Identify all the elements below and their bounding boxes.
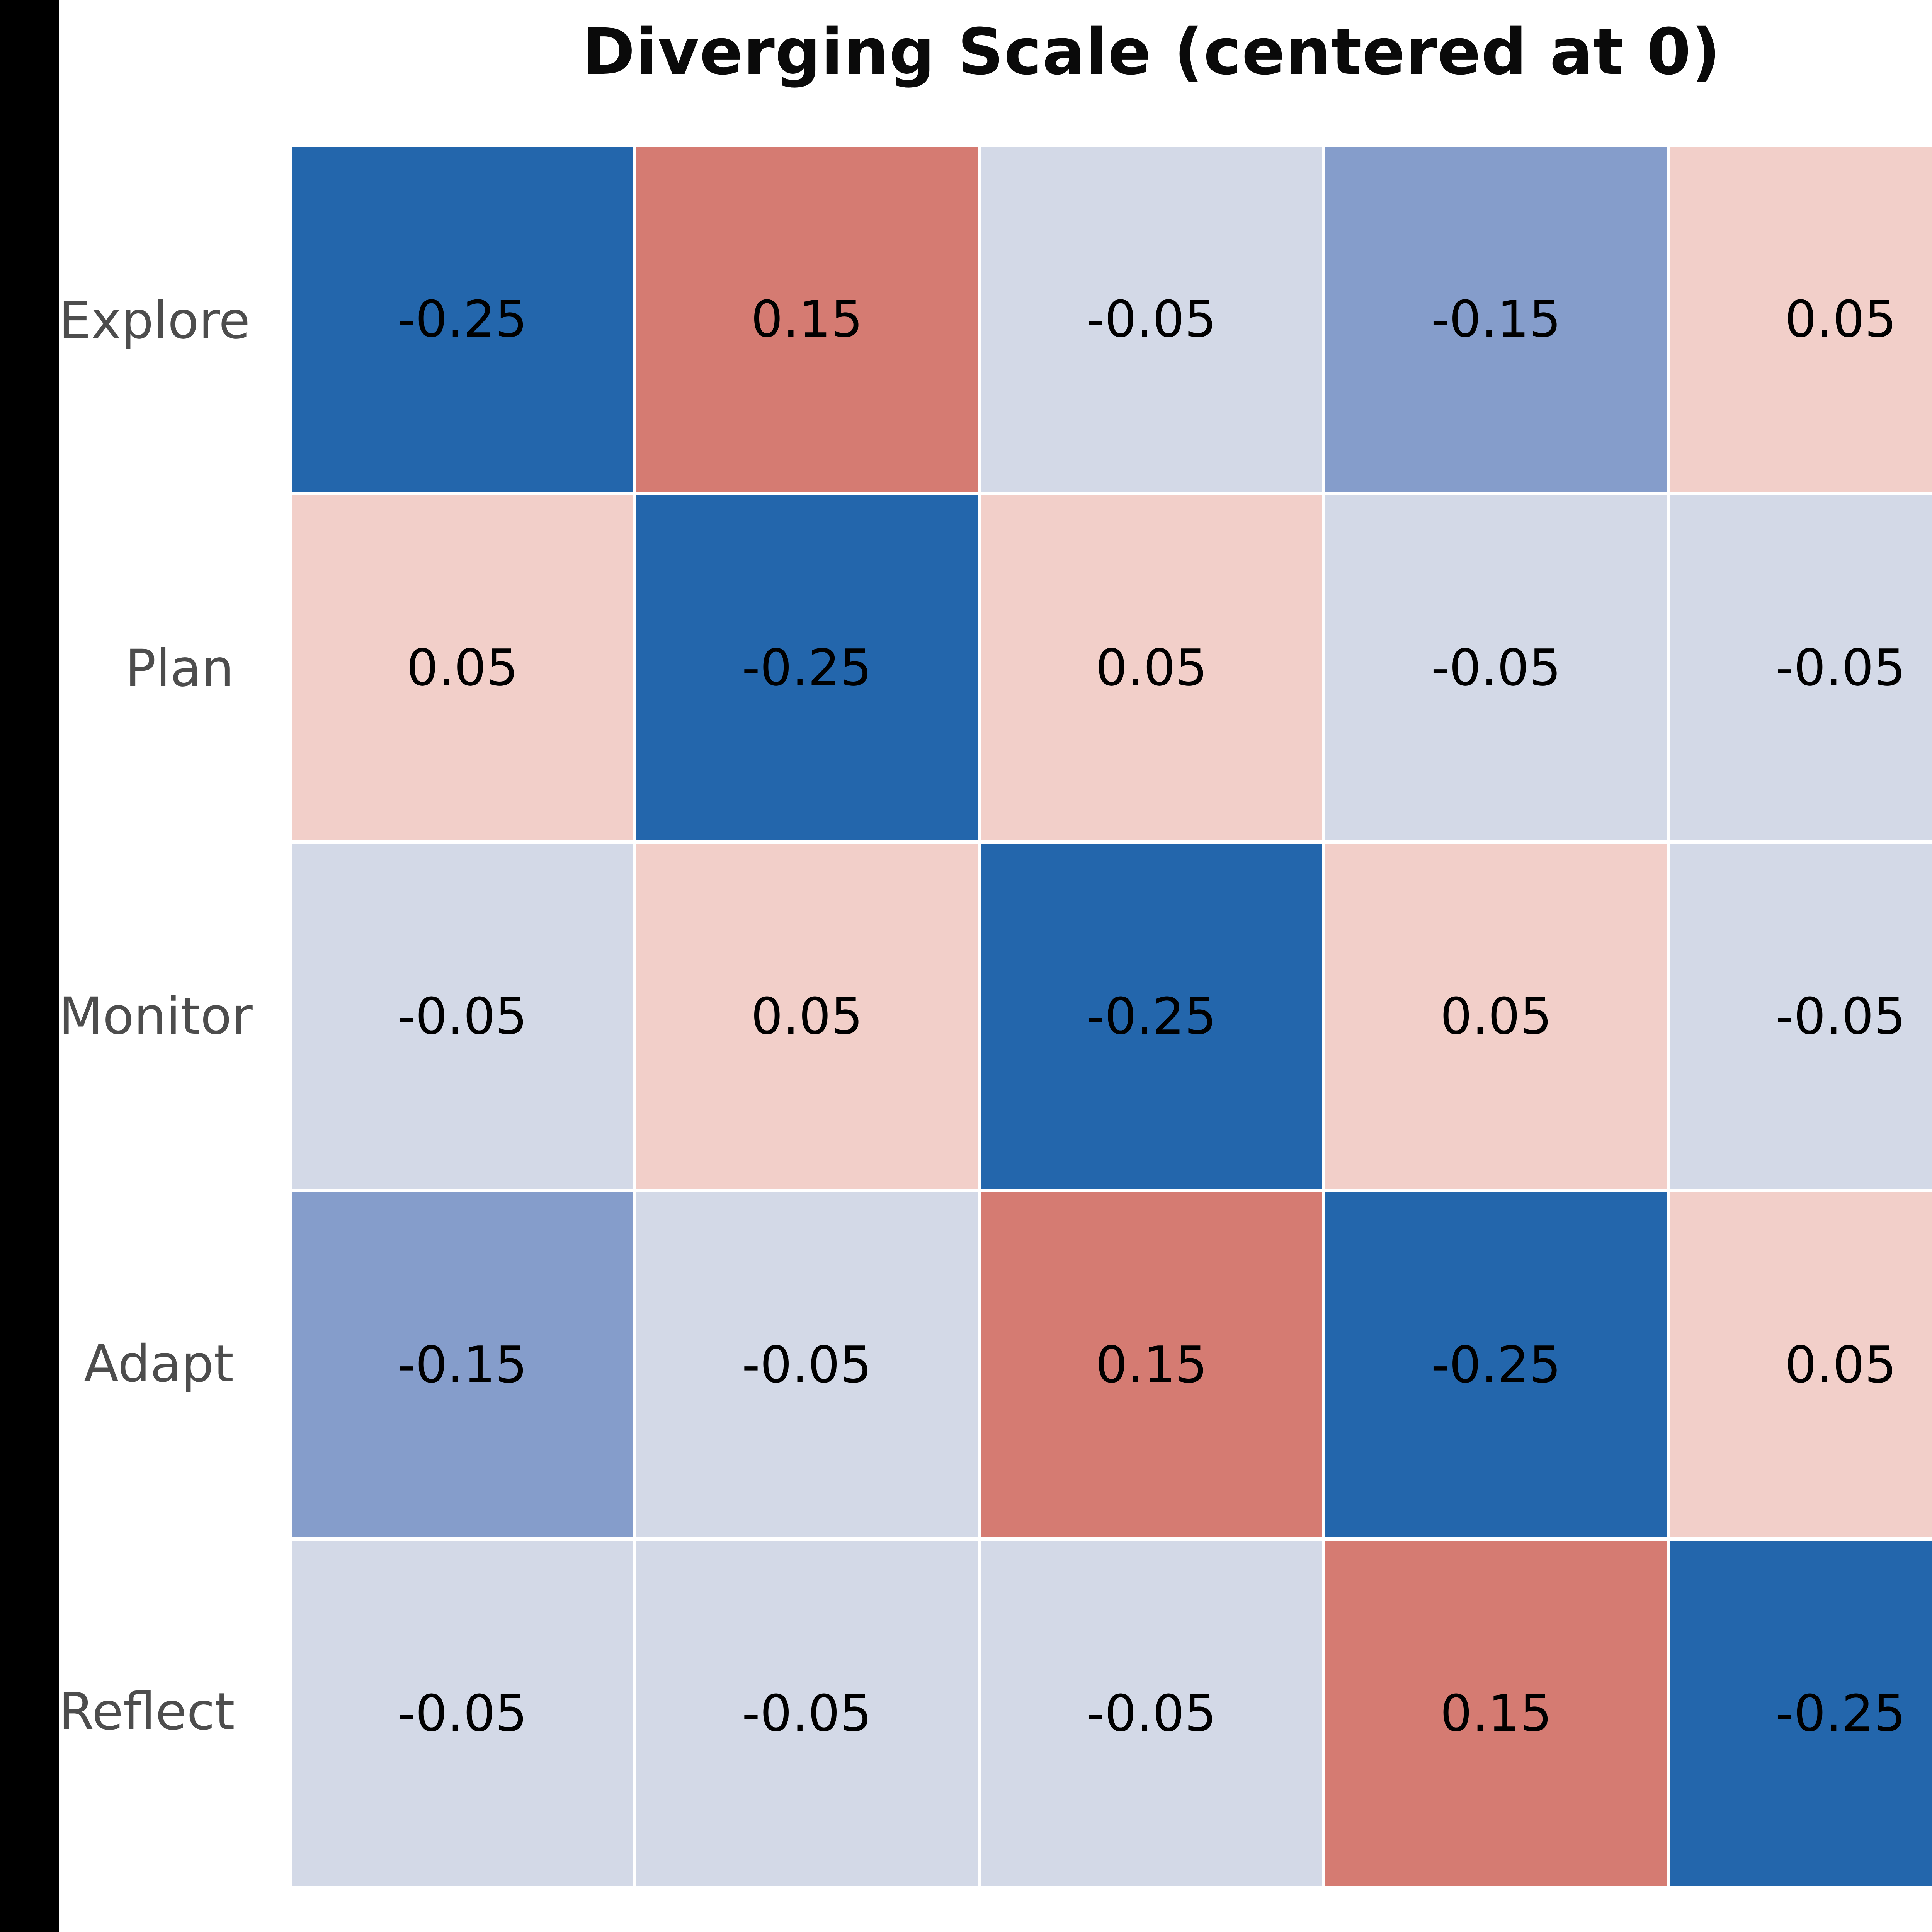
heatmap-grid: -0.25 0.15 -0.05 -0.15 0.05 0.05 -0.25 0.05 -0.0… <box>292 147 1932 1886</box>
heatmap-cell: -0.25 <box>1670 1541 1932 1886</box>
heatmap-cell: 0.15 <box>981 1192 1322 1537</box>
heatmap-cell: 0.05 <box>636 844 978 1189</box>
heatmap-cell: -0.25 <box>981 844 1322 1189</box>
y-tick-label: Monitor <box>59 986 253 1046</box>
y-tick-label: Explore <box>59 291 250 350</box>
heatmap-cell: -0.25 <box>636 495 978 840</box>
heatmap-cell: 0.05 <box>1670 147 1932 492</box>
heatmap-cell: -0.15 <box>292 1192 633 1537</box>
chart-title: Diverging Scale (centered at 0) <box>582 15 1721 89</box>
heatmap-cell: 0.05 <box>1325 844 1667 1189</box>
heatmap-cell: 0.15 <box>1325 1541 1667 1886</box>
heatmap-cell: -0.05 <box>1670 495 1932 840</box>
y-tick-label: Plan <box>125 639 234 698</box>
heatmap-cell: 0.05 <box>981 495 1322 840</box>
heatmap-cell: -0.05 <box>981 147 1322 492</box>
heatmap-cell: -0.05 <box>292 1541 633 1886</box>
heatmap-cell: -0.15 <box>1325 147 1667 492</box>
heatmap-cell: 0.05 <box>292 495 633 840</box>
heatmap-cell: -0.25 <box>1325 1192 1667 1537</box>
heatmap-cell: 0.05 <box>1670 1192 1932 1537</box>
heatmap-cell: -0.05 <box>636 1541 978 1886</box>
heatmap-cell: -0.05 <box>981 1541 1322 1886</box>
y-tick-label: Reflect <box>59 1682 235 1742</box>
figure: Diverging Scale (centered at 0) -0.25 0.1… <box>59 0 1932 1932</box>
y-tick-label: Adapt <box>83 1334 234 1394</box>
heatmap-cell: -0.05 <box>1325 495 1667 840</box>
heatmap-cell: -0.05 <box>636 1192 978 1537</box>
heatmap-cell: -0.05 <box>292 844 633 1189</box>
heatmap-cell: 0.15 <box>636 147 978 492</box>
heatmap-cell: -0.25 <box>292 147 633 492</box>
heatmap-cell: -0.05 <box>1670 844 1932 1189</box>
